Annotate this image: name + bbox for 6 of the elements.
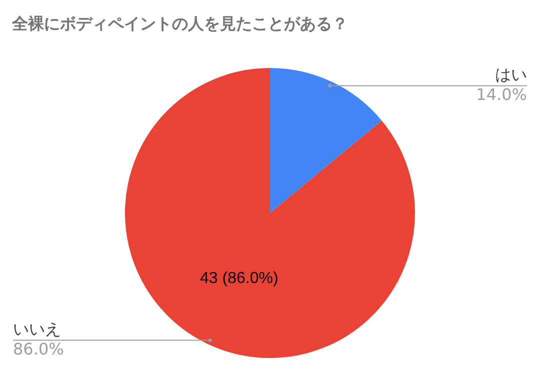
text: 14.0% [476,84,527,104]
slice-label: いいえ [13,319,61,338]
text: 86.0% [13,339,64,358]
data-label: 43 (86.0%) [200,270,278,288]
chart-title: 全裸にボディペイントの人を見たことがある？ [12,14,348,35]
slice-label: はい [495,64,527,84]
